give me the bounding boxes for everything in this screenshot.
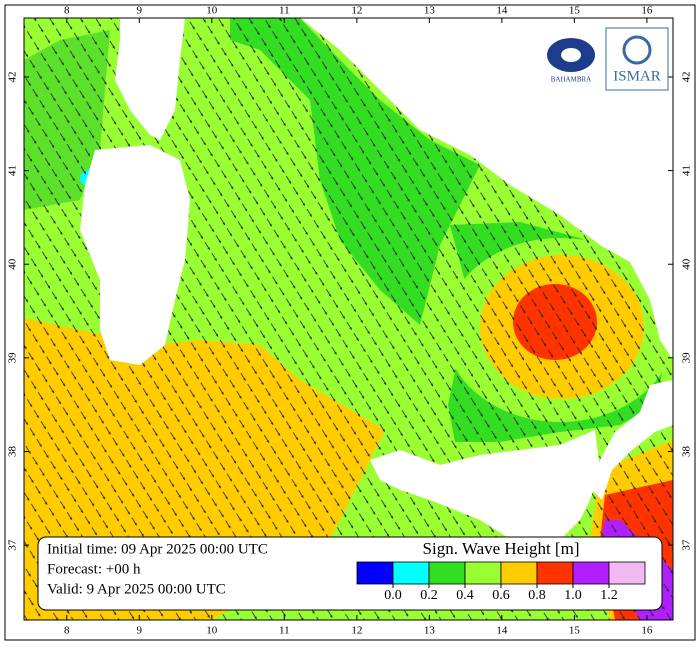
- x-tick-label: 10: [206, 5, 218, 17]
- x-tick-label: 11: [279, 625, 290, 637]
- colorbar-swatch: [428, 561, 466, 585]
- colorbar-swatch: [464, 561, 502, 585]
- y-tick-label: 40: [681, 258, 693, 270]
- x-tick-label: 12: [351, 5, 362, 17]
- y-tick-label: 37: [681, 539, 693, 551]
- y-tick-label: 37: [7, 539, 19, 551]
- x-tick-label: 16: [641, 5, 653, 17]
- logo-left-text: BAHAMBRA: [551, 76, 591, 84]
- x-tick-label: 15: [569, 5, 581, 17]
- x-tick-label: 8: [64, 625, 70, 637]
- colorbar-tick-label: 0.6: [492, 588, 510, 603]
- x-tick-label: 14: [496, 5, 508, 17]
- land: [370, 430, 600, 545]
- colorbar-swatch: [500, 561, 538, 585]
- colorbar-swatch: [392, 561, 430, 585]
- colorbar-tick-label: 0.2: [420, 588, 438, 603]
- x-tick-label: 9: [137, 5, 143, 17]
- colorbar-swatch: [356, 561, 394, 585]
- y-tick-label: 38: [7, 445, 19, 457]
- x-tick-label: 9: [137, 625, 143, 637]
- axes: 8 8 9 9 10 10 11 11 12 12 13 13 14 14 15 15 16 16 37 37 38 38…: [7, 5, 693, 637]
- x-tick-label: 13: [424, 5, 436, 17]
- x-tick-label: 11: [279, 5, 290, 17]
- x-tick-label: 8: [64, 5, 70, 17]
- info-forecast: Forecast: +00 h: [47, 561, 141, 577]
- colorbar-swatch: [608, 561, 646, 585]
- x-tick-label: 13: [424, 625, 436, 637]
- y-tick-label: 39: [681, 352, 693, 364]
- colorbar-swatch: [536, 561, 574, 585]
- colorbar-tick-label: 0.8: [528, 588, 546, 603]
- land: [80, 145, 190, 365]
- info-box: [37, 536, 663, 611]
- outer-frame: [4, 4, 696, 641]
- colorbar-tick-label: 0.4: [456, 588, 474, 603]
- x-tick-label: 10: [206, 625, 218, 637]
- y-tick-label: 42: [681, 71, 693, 82]
- map-area: [24, 18, 673, 620]
- land: [592, 380, 673, 500]
- logos: BAHAMBRA ISMAR: [540, 27, 669, 91]
- info-initial: Initial time: 09 Apr 2025 00:00 UTC: [47, 541, 268, 557]
- colorbar-tick-label: 0.0: [384, 588, 402, 603]
- map-frame: [23, 17, 674, 621]
- land: [300, 18, 673, 360]
- land: [115, 18, 185, 140]
- colorbar-tick-label: 1.2: [600, 588, 618, 603]
- logo-right-mark: [622, 35, 652, 65]
- x-tick-label: 14: [496, 625, 508, 637]
- y-tick-label: 39: [7, 352, 19, 364]
- colorbar-title: Sign. Wave Height [m]: [423, 539, 580, 558]
- logo-right-text: ISMAR: [613, 68, 661, 84]
- colorbar-swatch: [572, 561, 610, 585]
- colorbar: 0.0 0.2 0.4 0.6 0.8 1.0 1.2: [356, 561, 646, 603]
- y-tick-label: 41: [681, 165, 693, 176]
- info-valid: Valid: 9 Apr 2025 00:00 UTC: [47, 581, 226, 597]
- y-tick-label: 42: [7, 71, 19, 82]
- logo-left-mark: [561, 48, 581, 62]
- y-tick-label: 38: [681, 445, 693, 457]
- x-tick-label: 12: [351, 625, 362, 637]
- x-tick-label: 16: [641, 625, 653, 637]
- colorbar-tick-label: 1.0: [564, 588, 582, 603]
- y-tick-label: 40: [7, 258, 19, 270]
- y-tick-label: 41: [7, 165, 19, 176]
- x-tick-label: 15: [569, 625, 581, 637]
